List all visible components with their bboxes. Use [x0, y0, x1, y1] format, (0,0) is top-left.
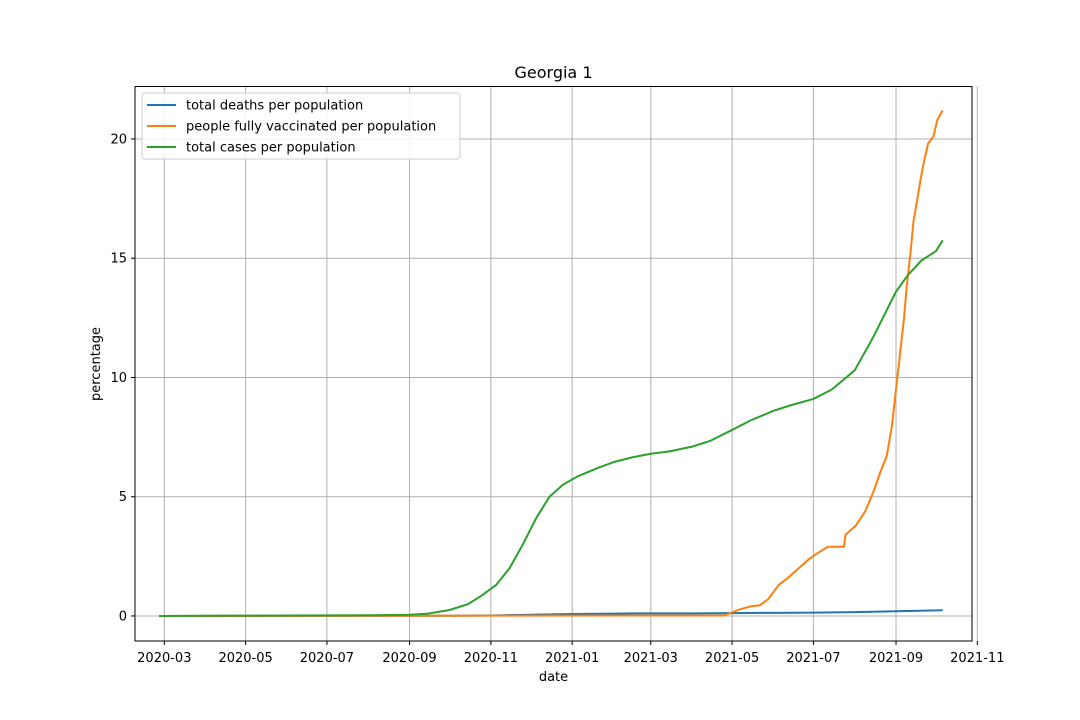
y-axis-label: percentage: [89, 327, 104, 401]
x-tick-label: 2020-03: [137, 651, 191, 666]
legend-label-0: total deaths per population: [186, 99, 363, 114]
legend-box: [141, 92, 461, 160]
x-tick-label: 2021-11: [950, 651, 1004, 666]
x-tick-label: 2020-07: [300, 651, 354, 666]
chart-title: Georgia 1: [515, 63, 593, 82]
x-axis-label: date: [539, 670, 568, 685]
legend-label-2: total cases per population: [186, 141, 356, 156]
x-tick-label: 2021-09: [869, 651, 923, 666]
grid: [135, 86, 978, 641]
x-tick-label: 2021-03: [624, 651, 678, 666]
y-axis: 0 5 10 15 20: [110, 132, 135, 624]
x-tick-label: 2020-09: [382, 651, 436, 666]
x-tick-label: 2020-05: [218, 651, 272, 666]
x-tick-label: 2021-01: [545, 651, 599, 666]
legend: total deaths per population people fully …: [141, 92, 461, 160]
y-tick-label: 10: [110, 371, 127, 386]
y-tick-label: 0: [119, 609, 127, 624]
legend-label-1: people fully vaccinated per population: [186, 120, 436, 135]
y-tick-label: 15: [110, 252, 127, 267]
x-axis: 2020-03 2020-05 2020-07 2020-09 2020-11 2021-…: [137, 641, 1004, 666]
series-line-2: [158, 239, 944, 617]
plot-frame: [134, 86, 973, 642]
series-layer: [158, 109, 944, 617]
x-tick-label: 2020-11: [464, 651, 518, 666]
y-tick-label: 5: [119, 490, 127, 505]
series-line-1: [158, 109, 944, 617]
y-tick-label: 20: [110, 132, 127, 147]
x-tick-label: 2021-05: [705, 651, 759, 666]
x-tick-label: 2021-07: [786, 651, 840, 666]
